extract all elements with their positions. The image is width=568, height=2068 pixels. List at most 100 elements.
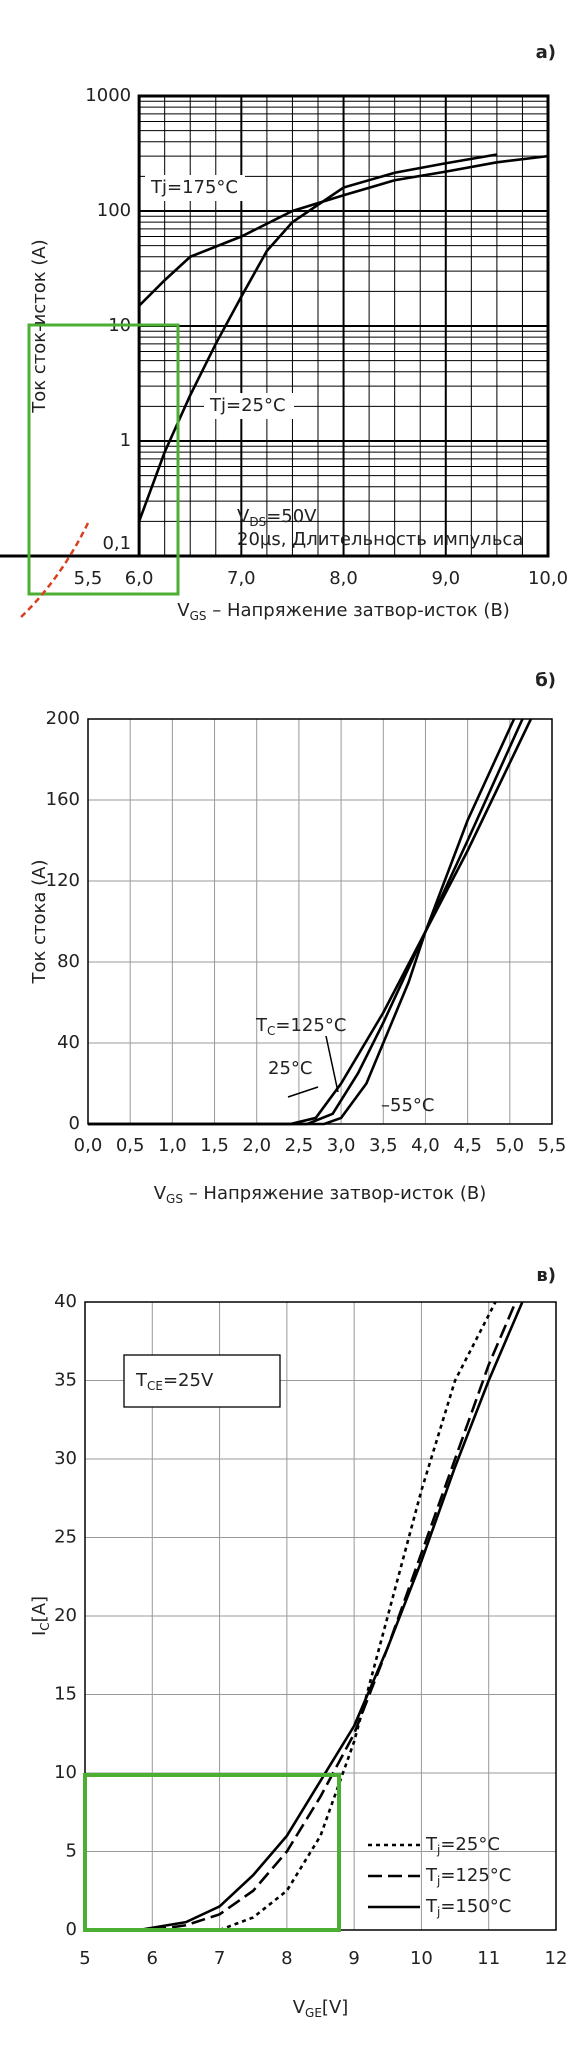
label-bg xyxy=(204,393,294,419)
series-label: –55°C xyxy=(381,1095,434,1116)
x-tick-label: 4,0 xyxy=(411,1135,440,1156)
series-label: TC=125°C xyxy=(255,1015,346,1038)
series-label-sub: C xyxy=(267,1024,275,1038)
x-tick-label: 12 xyxy=(545,1948,568,1969)
y-axis-title: Ток стока (А) xyxy=(29,860,50,985)
y-tick-label: 0 xyxy=(69,1113,80,1134)
x-tick-label: 1,0 xyxy=(158,1135,187,1156)
series-label-part: =125°C xyxy=(275,1015,346,1036)
legend-label-part: T xyxy=(425,1834,438,1855)
y-tick-label: 160 xyxy=(46,789,80,810)
y-tick-label: 0,1 xyxy=(102,533,131,554)
annotation-sub: CE xyxy=(147,1379,163,1393)
y-axis-title-part: [A] xyxy=(29,1596,50,1622)
y-tick-label: 15 xyxy=(54,1684,77,1705)
x-tick-label: 11 xyxy=(477,1948,500,1969)
pointer xyxy=(287,1086,319,1098)
x-axis-title-part: V xyxy=(177,600,190,621)
y-tick-label: 25 xyxy=(54,1527,77,1548)
annotation-part: T xyxy=(135,1370,148,1391)
series-label-part: T xyxy=(255,1015,268,1036)
highlight-box xyxy=(83,1773,341,1932)
x-tick-label: 5,5 xyxy=(538,1135,567,1156)
x-tick-label: 10,0 xyxy=(528,568,568,589)
annotation-box xyxy=(123,1354,281,1408)
x-tick-label: 7 xyxy=(214,1948,225,1969)
panel-label: б) xyxy=(535,670,556,691)
x-axis-title-sub: GS xyxy=(166,1192,183,1206)
x-axis-title: VGS – Напряжение затвор-исток (В) xyxy=(154,1183,487,1206)
legend-label-part: =125°C xyxy=(440,1865,511,1886)
x-axis-title-part: – Напряжение затвор-исток (В) xyxy=(183,1183,486,1204)
panel-label: в) xyxy=(536,1265,556,1286)
y-axis-title: IC[A] xyxy=(29,1596,52,1636)
legend-label-part: T xyxy=(425,1896,438,1917)
panel-label: а) xyxy=(536,42,556,63)
x-axis-title: VGS – Напряжение затвор-исток (В) xyxy=(177,600,510,623)
series-line xyxy=(138,1301,524,1932)
y-tick-label: 200 xyxy=(46,708,80,729)
x-tick-label: 5 xyxy=(79,1948,90,1969)
legend-label-sub: j xyxy=(436,1843,440,1857)
series-label: Tj=25°C xyxy=(209,395,286,416)
x-tick-label: 2,5 xyxy=(285,1135,314,1156)
y-tick-label: 80 xyxy=(57,951,80,972)
y-tick-label: 40 xyxy=(57,1032,80,1053)
y-tick-label: 120 xyxy=(46,870,80,891)
y-tick-label: 10 xyxy=(54,1762,77,1783)
x-tick-label: 8 xyxy=(281,1948,292,1969)
y-tick-label: 1000 xyxy=(85,85,131,106)
legend-label: Tj=150°C xyxy=(425,1896,511,1919)
y-tick-label: 30 xyxy=(54,1448,77,1469)
annotation-part: =50V xyxy=(266,506,317,527)
series-line xyxy=(152,1301,517,1932)
x-tick-label: 9 xyxy=(348,1948,359,1969)
x-axis-title-part: V xyxy=(154,1183,167,1204)
series-line xyxy=(219,1301,497,1932)
x-tick-label: 4,5 xyxy=(453,1135,482,1156)
y-tick-label: 40 xyxy=(54,1291,77,1312)
x-tick-label: 6,0 xyxy=(125,568,154,589)
x-tick-label: 2,0 xyxy=(242,1135,271,1156)
annotation-part: V xyxy=(237,506,250,527)
x-tick-label: 6 xyxy=(147,1948,158,1969)
x-axis-title-part: V xyxy=(293,1997,306,2018)
x-tick-label: 1,5 xyxy=(200,1135,229,1156)
legend-label-part: T xyxy=(425,1865,438,1886)
annotation-sub: DS xyxy=(249,515,266,529)
y-tick-label: 5 xyxy=(66,1841,77,1862)
y-axis-title-sub: C xyxy=(38,1622,52,1630)
legend-label: Tj=25°C xyxy=(425,1834,500,1857)
legend-label-sub: j xyxy=(436,1874,440,1888)
x-tick-label: 0,0 xyxy=(74,1135,103,1156)
annotation: TCE=25V xyxy=(135,1370,214,1393)
y-tick-label: 20 xyxy=(54,1605,77,1626)
y-tick-label: 0 xyxy=(66,1919,77,1940)
y-tick-label: 100 xyxy=(97,200,131,221)
x-axis-title-part: – Напряжение затвор-исток (В) xyxy=(207,600,510,621)
legend-label-sub: j xyxy=(436,1905,440,1919)
series-line xyxy=(88,718,516,1126)
x-tick-label: 7,0 xyxy=(227,568,256,589)
x-tick-label: 8,0 xyxy=(329,568,358,589)
y-tick-label: 35 xyxy=(54,1370,77,1391)
x-axis-title-sub: GE xyxy=(305,2006,322,2020)
series-line xyxy=(138,154,549,307)
x-tick-label: 3,5 xyxy=(369,1135,398,1156)
x-axis-title-sub: GS xyxy=(190,609,207,623)
annotation-part: =25V xyxy=(163,1370,214,1391)
x-tick-label: 5,0 xyxy=(495,1135,524,1156)
y-axis-title-part: I xyxy=(29,1631,50,1636)
highlight-box xyxy=(27,323,180,596)
x-tick-label: 5,5 xyxy=(74,568,103,589)
legend-label: Tj=125°C xyxy=(425,1865,511,1888)
legend-label-part: =150°C xyxy=(440,1896,511,1917)
pointer xyxy=(325,1035,339,1093)
series-label: Tj=175°C xyxy=(150,177,238,198)
x-tick-label: 0,5 xyxy=(116,1135,145,1156)
legend-label-part: =25°C xyxy=(440,1834,500,1855)
x-tick-label: 9,0 xyxy=(431,568,460,589)
x-tick-label: 10 xyxy=(410,1948,433,1969)
